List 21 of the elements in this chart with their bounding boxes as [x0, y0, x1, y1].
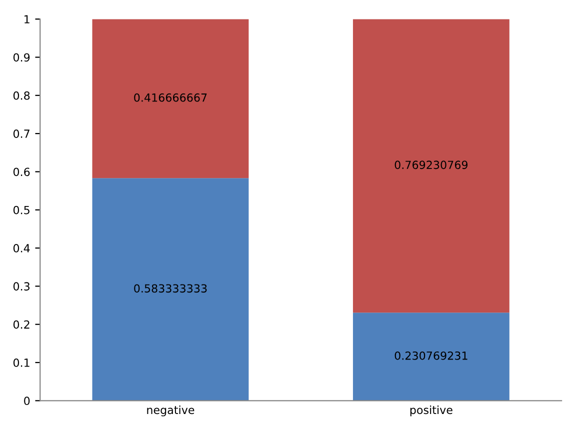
y-tick-label: 0.6 [13, 168, 30, 176]
y-tick-label: 0.2 [13, 320, 30, 329]
y-tick-label: 0.8 [13, 91, 30, 100]
y-tick-label: 0.7 [13, 130, 30, 138]
data-label: 0.583333333 [134, 284, 207, 293]
data-label: 0.416666667 [134, 93, 207, 102]
data-label: 0.230769231 [394, 351, 468, 360]
bar [92, 19, 249, 178]
y-tick-label: 0.4 [13, 244, 30, 252]
y-tick-label: 0.9 [13, 53, 30, 62]
y-tick-label: 0 [24, 396, 30, 406]
y-tick-label: 1 [24, 15, 30, 24]
bar [352, 19, 510, 313]
y-tick-label: 0.3 [13, 282, 30, 291]
y-tick-label: 0.5 [13, 206, 30, 214]
bar [92, 178, 249, 401]
y-tick-label: 0.1 [13, 358, 30, 367]
x-tick-label: positive [410, 406, 452, 416]
x-tick-label: negative [147, 406, 194, 416]
data-label: 0.769230769 [394, 160, 468, 170]
bar [352, 312, 510, 401]
